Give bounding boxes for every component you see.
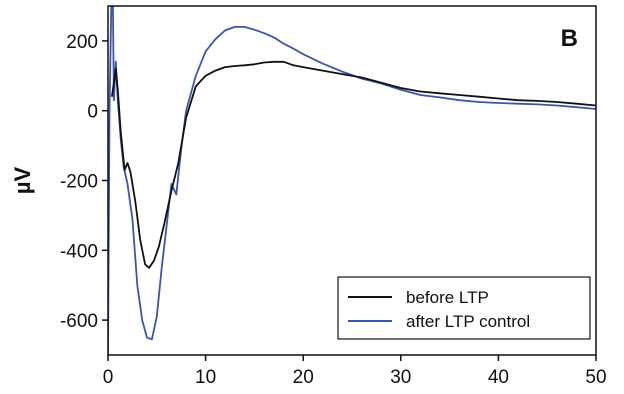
x-tick-label: 0: [103, 367, 114, 388]
x-axis-ticks: 0 10 20 30 40 50: [103, 355, 607, 388]
legend-label-after-ltp-control: after LTP control: [406, 312, 530, 331]
legend-label-before-ltp: before LTP: [406, 288, 489, 307]
y-tick-label: 200: [66, 32, 98, 53]
y-tick-label: 0: [87, 102, 98, 123]
panel-label: B: [561, 25, 578, 52]
y-tick-label: -600: [60, 311, 98, 332]
y-axis-title: µV: [10, 167, 35, 195]
x-tick-label: 50: [585, 367, 606, 388]
legend: before LTP after LTP control: [337, 276, 591, 340]
series-layer: [108, 6, 596, 355]
x-tick-label: 10: [195, 367, 216, 388]
y-axis-ticks: -600 -400 -200 0 200: [60, 32, 108, 332]
legend-box: [337, 276, 591, 340]
x-tick-label: 30: [390, 367, 411, 388]
x-tick-label: 40: [488, 367, 509, 388]
y-tick-label: -200: [60, 172, 98, 193]
y-tick-label: -400: [60, 241, 98, 262]
series-line-before-ltp: [111, 60, 596, 269]
x-tick-label: 20: [293, 367, 314, 388]
